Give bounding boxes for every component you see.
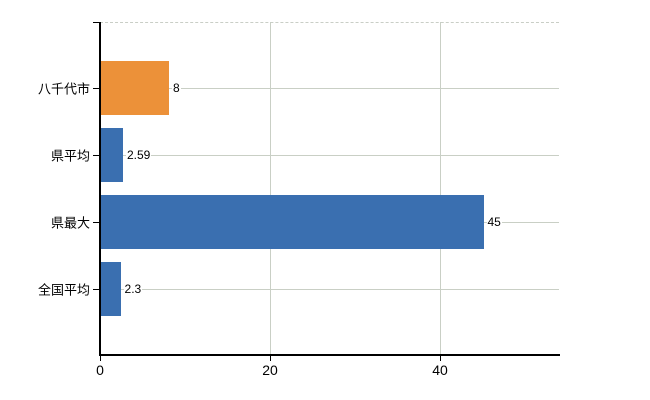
x-tick <box>270 356 271 361</box>
category-label: 県平均 <box>50 148 90 164</box>
y-tick <box>93 222 100 223</box>
bar <box>101 128 123 182</box>
category-label: 八千代市 <box>37 81 90 97</box>
y-axis-line <box>99 22 101 354</box>
gridline-vertical <box>440 22 441 354</box>
bar <box>101 262 121 316</box>
bar-value-label: 2.59 <box>126 148 152 162</box>
x-tick-label: 40 <box>432 362 448 378</box>
category-label: 県最大 <box>50 215 90 231</box>
gridline-horizontal <box>100 88 559 89</box>
bar <box>101 61 169 115</box>
bar-value-label: 2.3 <box>123 282 143 296</box>
plot-area <box>100 22 559 354</box>
y-tick <box>93 88 100 89</box>
y-tick <box>93 155 100 156</box>
x-tick-label: 20 <box>262 362 278 378</box>
y-axis-top-tick <box>93 22 100 23</box>
gridline-horizontal <box>100 289 559 290</box>
x-tick <box>100 356 101 361</box>
bar <box>101 195 484 249</box>
category-label: 全国平均 <box>37 282 90 298</box>
x-tick-label: 0 <box>96 362 104 378</box>
y-tick <box>93 289 100 290</box>
gridline-horizontal <box>100 155 559 156</box>
bar-value-label: 45 <box>486 215 502 229</box>
gridline-vertical <box>270 22 271 354</box>
bar-value-label: 8 <box>172 81 181 95</box>
x-axis-line <box>99 354 560 356</box>
x-tick <box>440 356 441 361</box>
